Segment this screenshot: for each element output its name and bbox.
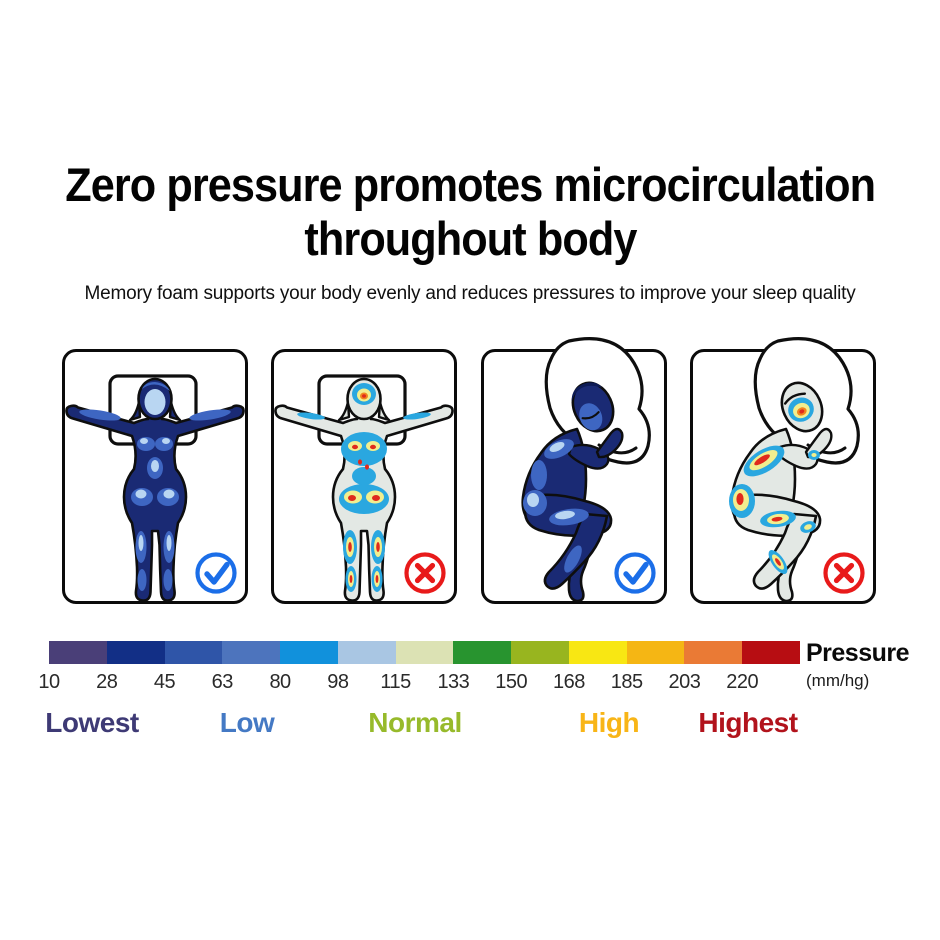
scale-tick-label: 10 [38,671,60,693]
page-title: Zero pressure promotes microcirculation … [0,158,940,266]
panel-side-sleeping-good [481,337,667,604]
body-heatmap [65,377,245,602]
scale-tick-label: 168 [552,671,585,693]
panel-back-sleeping-good [62,349,248,604]
body-heatmap [729,381,833,603]
scale-segment [164,641,223,664]
scale-tick-label: 28 [96,671,118,693]
x-icon [833,562,855,584]
scale-tick-label: 133 [437,671,470,693]
scale-category-label: Low [219,707,275,738]
shoulder-hotspot [743,445,785,477]
back-sleeper-hotspots-illustration [274,374,454,602]
scale-category-label: Normal [368,707,462,738]
knee-hotspot [800,521,816,533]
scale-segment [49,641,107,664]
scale-tick-label: 115 [380,671,411,693]
scale-segment [684,641,743,664]
scale-tick-label: 45 [153,671,176,693]
side-sleeper-hotspots-illustration [729,337,860,603]
approve-badge [195,552,237,594]
pressure-scale-bar [49,641,800,664]
scale-tick-label: 203 [668,671,701,693]
reject-badge [404,552,446,594]
x-icon [414,562,436,584]
body-heatmap [521,381,624,603]
scale-tick-label: 98 [327,671,349,693]
scale-category-label: Highest [698,707,798,738]
scale-tick-label: 150 [495,671,528,693]
scale-tick-label: 220 [726,671,759,693]
scale-segment [568,641,627,664]
scale-segment [511,641,569,664]
scale-category-label: Lowest [45,707,139,738]
page-subtitle: Memory foam supports your body evenly an… [84,283,856,304]
check-icon [623,561,649,585]
hip-hotspot [729,484,755,518]
scale-segment [106,641,165,664]
panel-back-sleeping-bad [271,349,457,604]
back-sleeper-low-pressure-illustration [65,374,245,602]
pressure-scale-title: Pressure [806,639,910,667]
pressure-scale-unit: (mm/hg) [806,671,870,690]
scale-segment [395,641,454,664]
scale-segment [222,641,281,664]
scale-segment [626,641,685,664]
title-line-1: Zero pressure promotes microcirculation [65,158,876,211]
body-heatmap [274,377,454,602]
reject-badge [823,552,865,594]
scale-segment [337,641,396,664]
scale-category-label: High [578,707,640,738]
scale-segment [742,641,800,664]
check-icon [204,561,230,585]
thigh-hotspot [760,510,796,528]
scale-tick-label: 185 [610,671,643,693]
scale-tick-label: 80 [269,671,291,693]
pressure-scale-ticks: 10 28 45 63 80 98 115 133 150 168 185 203 220 [0,671,940,697]
side-sleeper-low-pressure-illustration [521,337,651,603]
title-line-2: throughout body [303,212,637,265]
panel-side-sleeping-bad [690,337,876,604]
pressure-category-labels: Lowest Low Normal High Highest [0,707,940,743]
scale-segment [453,641,512,664]
scale-segment [280,641,338,664]
calf-hotspot [768,550,788,574]
approve-badge [614,552,656,594]
scale-tick-label: 63 [211,671,234,693]
